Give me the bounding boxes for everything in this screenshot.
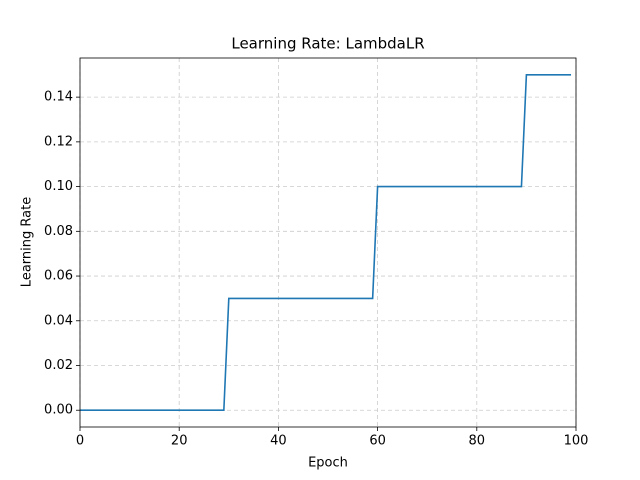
x-tick-label: 20 [171, 434, 188, 449]
x-axis-label: Epoch [308, 456, 348, 471]
y-tick-label: 0.12 [44, 134, 73, 149]
x-tick-label: 40 [270, 434, 287, 449]
chart-title: Learning Rate: LambdaLR [231, 35, 424, 53]
x-tick-label: 60 [369, 434, 386, 449]
plot-layer [80, 73, 572, 412]
axes-frame [79, 57, 577, 428]
y-tick-label: 0.08 [44, 224, 73, 239]
y-tick-label: 0.06 [44, 269, 73, 284]
y-tick-label: 0.04 [44, 313, 73, 328]
x-tick-label: 100 [564, 434, 589, 449]
grid-layer [79, 58, 577, 427]
x-tick-label: 0 [76, 434, 84, 449]
y-axis-label: Learning Rate [20, 197, 35, 287]
line-series [80, 73, 572, 412]
x-tick-label: 80 [469, 434, 486, 449]
y-tick-label: 0.02 [44, 358, 73, 373]
tick-layer: 0 20 40 60 80 100 0.00 0.02 0.04 0.06 0.08 0.10 0.12… [44, 90, 588, 449]
y-tick-label: 0.14 [44, 90, 73, 105]
y-tick-label: 0.00 [44, 403, 73, 418]
y-tick-label: 0.10 [44, 179, 73, 194]
